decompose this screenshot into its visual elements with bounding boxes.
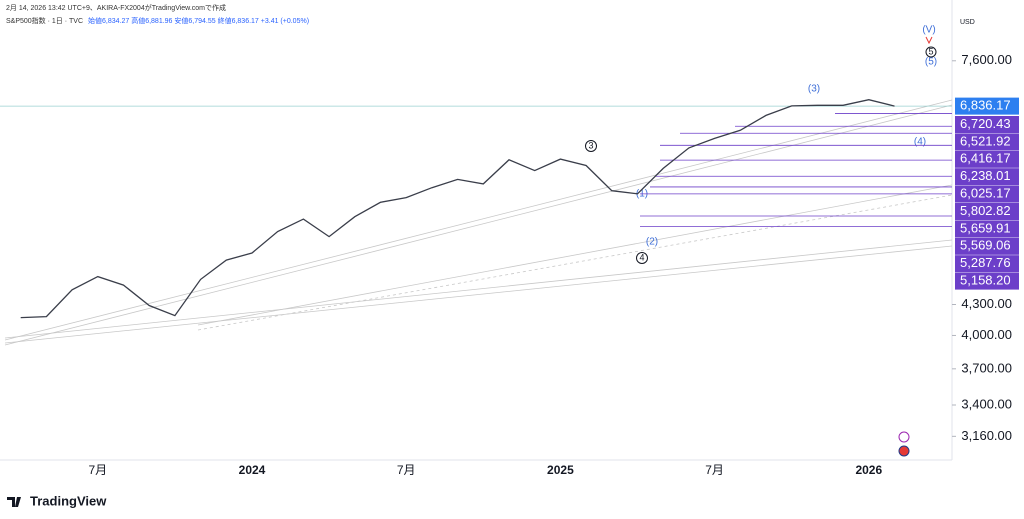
wave-label: 5 — [928, 46, 933, 56]
ohlc: 始値6,834.27 高値6,881.96 安値6,794.55 終値6,836… — [88, 16, 309, 25]
wave-label: (5) — [925, 57, 937, 68]
arrow — [925, 36, 933, 45]
level-box — [955, 255, 1019, 273]
level-label: 6,025.17 — [960, 186, 1011, 201]
level-label: 5,569.06 — [960, 238, 1011, 253]
x-tick-label: 2025 — [547, 463, 574, 477]
level-box — [955, 272, 1019, 290]
level-label: 5,287.76 — [960, 255, 1011, 270]
x-tick-label: 7月 — [88, 463, 107, 477]
wave-label: 3 — [588, 140, 593, 150]
x-tick-label: 7月 — [705, 463, 724, 477]
level-label: 6,720.43 — [960, 116, 1011, 131]
level-label: 5,802.82 — [960, 203, 1011, 218]
chart-title: S&P500指数 · 1日 · TVC — [6, 16, 83, 25]
level-label: 5,659.91 — [960, 220, 1011, 235]
x-tick-label: 2024 — [239, 463, 266, 477]
wave-label: (4) — [914, 137, 926, 148]
event-icon[interactable] — [898, 445, 910, 457]
event-icon[interactable] — [898, 431, 910, 443]
level-box — [955, 185, 1019, 203]
y-tick-label: 3,400.00 — [961, 396, 1012, 411]
wave-label: (V) — [922, 25, 935, 36]
x-tick-label: 2026 — [855, 463, 882, 477]
y-tick-label: 4,300.00 — [961, 296, 1012, 311]
level-box — [955, 168, 1019, 186]
last-price-box — [955, 97, 1019, 115]
level-box — [955, 133, 1019, 151]
credit: 2月 14, 2026 13:42 UTC+9、AKIRA-FX2004がTra… — [6, 3, 226, 12]
y-tick-label: 3,160.00 — [961, 428, 1012, 443]
brand: TradingView — [30, 493, 107, 508]
level-box — [955, 116, 1019, 133]
logo — [7, 497, 21, 507]
level-label: 6,238.01 — [960, 168, 1011, 183]
level-box — [955, 237, 1019, 255]
level-label: 6,521.92 — [960, 133, 1011, 148]
wave-circle — [636, 252, 648, 264]
wave-circle — [925, 46, 937, 58]
level-label: 5,158.20 — [960, 273, 1011, 288]
level-box — [955, 220, 1019, 238]
trendlines — [4, 99, 953, 346]
wave-label: 4 — [639, 252, 644, 262]
wave-label: (3) — [808, 84, 820, 95]
level-box — [955, 203, 1019, 220]
level-label: 6,416.17 — [960, 151, 1011, 166]
wave-circle — [585, 140, 597, 152]
wave-label: (2) — [646, 237, 658, 248]
level-box — [955, 150, 1019, 168]
y-tick-label: 7,600.00 — [961, 52, 1012, 67]
y-tick-label: 4,000.00 — [961, 327, 1012, 342]
x-tick-label: 7月 — [397, 463, 416, 477]
y-tick-label: 3,700.00 — [961, 360, 1012, 375]
last-price-label: 6,836.17 — [960, 98, 1011, 113]
currency: USD — [960, 19, 975, 26]
price-line — [20, 99, 895, 319]
